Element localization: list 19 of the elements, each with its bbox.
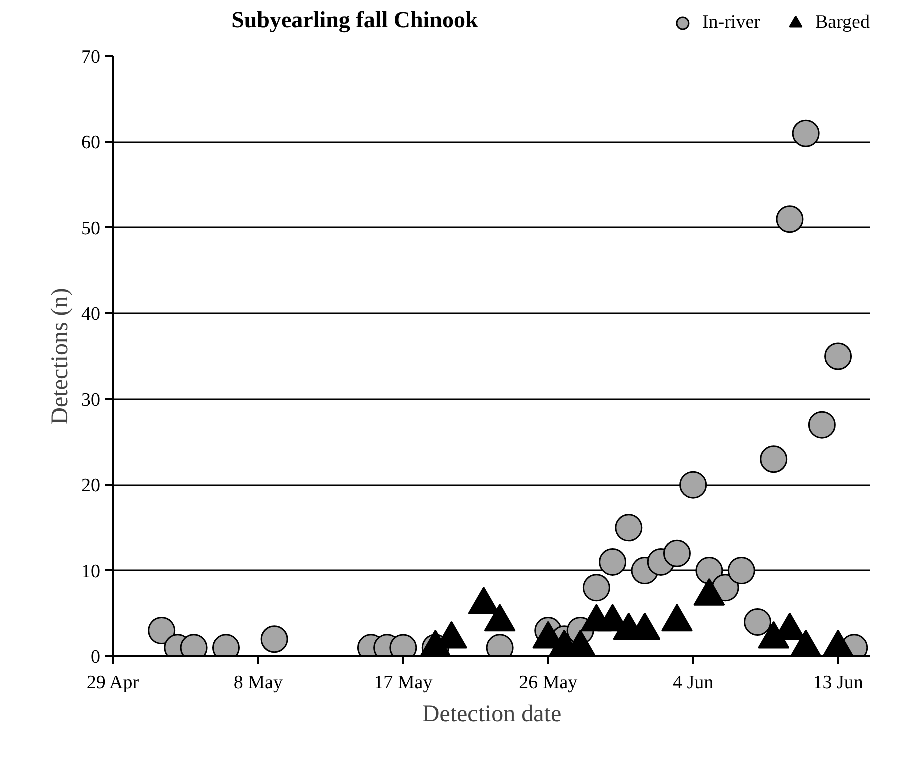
x-tick-label: 4 Jun (673, 672, 714, 694)
x-tick-label: 29 Apr (86, 672, 140, 694)
x-tick-label: 26 May (519, 672, 578, 694)
y-tick-label: 20 (82, 476, 100, 497)
y-tick-label: 60 (82, 132, 100, 154)
x-axis-title: Detection date (422, 702, 562, 728)
legend-label: Barged (815, 12, 870, 34)
y-tick-label: 0 (91, 647, 100, 668)
y-tick-label: 70 (82, 47, 100, 68)
x-tick-label: 8 May (234, 672, 284, 694)
y-tick-label: 40 (82, 304, 100, 326)
y-tick-label: 10 (82, 561, 100, 582)
y-tick-label: 50 (82, 218, 100, 240)
y-axis-title: Detections (n) (48, 288, 74, 425)
chart-title: Subyearling fall Chinook (232, 8, 478, 34)
legend-label: In-river (702, 12, 760, 34)
y-tick-label: 30 (82, 390, 100, 411)
x-tick-label: 13 Jun (813, 672, 864, 694)
x-tick-label: 17 May (374, 672, 434, 694)
